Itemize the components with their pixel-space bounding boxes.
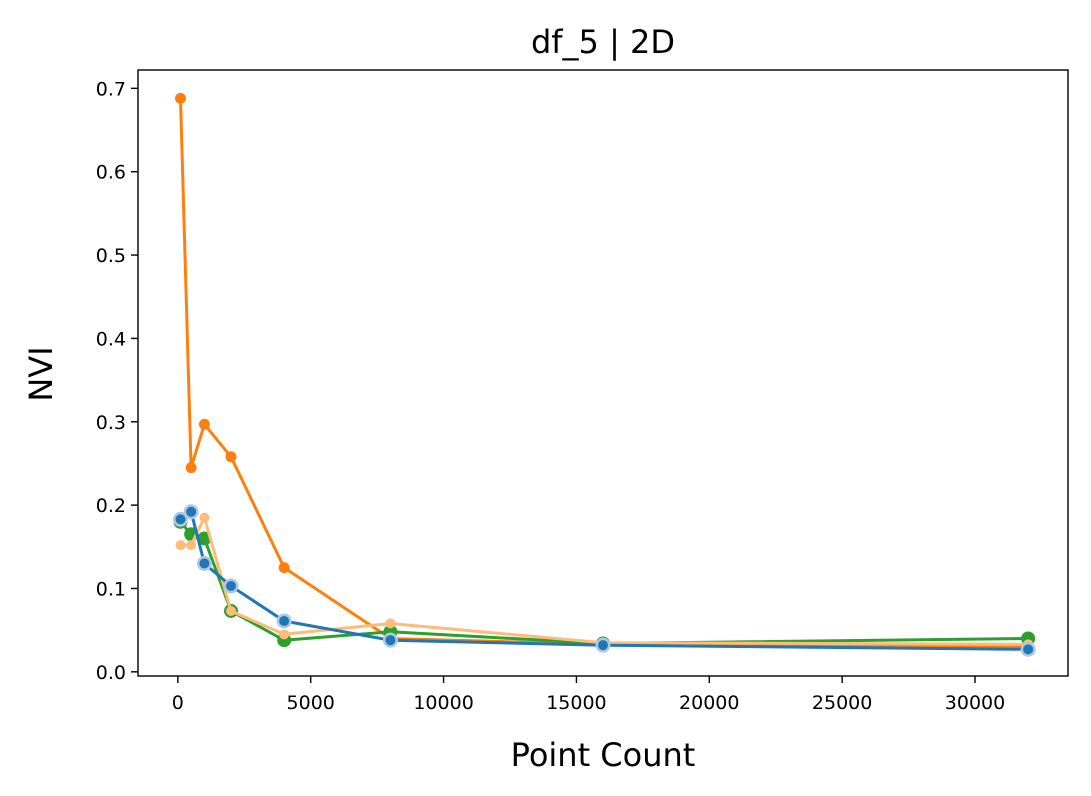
y-tick-label: 0.0 <box>96 662 126 684</box>
plot-frame <box>137 69 1069 677</box>
x-axis: 0 5000 10000 15000 20000 25000 30000 <box>172 676 1005 714</box>
data-point <box>175 92 187 104</box>
series-1 <box>175 92 1034 653</box>
x-tick-label: 30000 <box>945 692 1005 714</box>
data-point <box>385 635 396 646</box>
y-tick-label: 0.1 <box>96 578 126 600</box>
series-line <box>180 516 1029 646</box>
data-point <box>175 540 186 551</box>
y-axis-label: NVI <box>22 346 60 401</box>
data-point <box>278 562 290 574</box>
data-point <box>385 618 396 629</box>
y-tick-label: 0.3 <box>96 412 126 434</box>
x-tick-label: 25000 <box>812 692 872 714</box>
series-line <box>179 98 1029 649</box>
data-point <box>175 514 186 525</box>
y-tick-label: 0.7 <box>96 78 126 100</box>
y-axis: 0.0 0.1 0.2 0.3 0.4 0.5 0.6 0.7 <box>96 78 138 684</box>
x-tick-label: 20000 <box>679 692 739 714</box>
data-point <box>199 512 210 523</box>
x-tick-label: 15000 <box>546 692 606 714</box>
data-point <box>225 451 237 463</box>
y-tick-label: 0.5 <box>96 245 126 267</box>
x-axis-label: Point Count <box>511 736 696 774</box>
data-point <box>186 540 197 551</box>
chart-title: df_5 | 2D <box>531 23 675 61</box>
data-point <box>226 605 236 616</box>
data-point <box>279 615 290 626</box>
plot-area <box>173 92 1036 657</box>
data-point <box>186 506 197 517</box>
y-tick-label: 0.6 <box>96 162 126 184</box>
x-tick-label: 0 <box>172 692 184 714</box>
data-point <box>279 629 290 640</box>
y-tick-label: 0.2 <box>96 495 126 517</box>
x-tick-label: 5000 <box>287 692 335 714</box>
y-tick-label: 0.4 <box>96 328 126 350</box>
x-tick-label: 10000 <box>413 692 473 714</box>
data-point <box>598 640 608 651</box>
data-point <box>199 558 210 569</box>
data-point <box>1023 644 1034 655</box>
data-point <box>198 418 210 430</box>
series-4 <box>173 504 1036 657</box>
series-2 <box>173 514 1036 651</box>
data-point <box>185 462 197 474</box>
series-line <box>179 510 1029 651</box>
data-point <box>226 580 236 591</box>
